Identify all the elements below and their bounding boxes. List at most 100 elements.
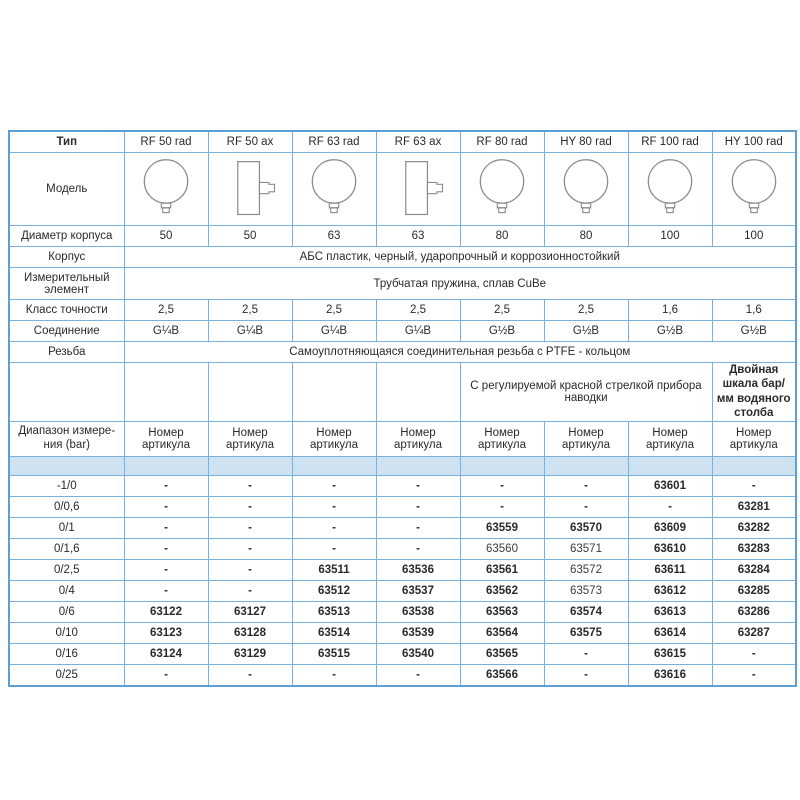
article-cell: - bbox=[123, 558, 209, 581]
article-cell: 63559 bbox=[459, 516, 545, 539]
article-cell: - bbox=[459, 495, 545, 518]
column-header: RF 80 rad bbox=[459, 130, 545, 153]
article-cell: 63574 bbox=[543, 600, 629, 623]
article-cell: - bbox=[627, 495, 713, 518]
table-row: 0/0,6 - - - - - - - 63281 bbox=[8, 495, 797, 518]
article-number-header: Номер артикула bbox=[207, 420, 293, 457]
article-cell: 63564 bbox=[459, 621, 545, 644]
article-cell: 63572 bbox=[543, 558, 629, 581]
table-row: -1/0 - - - - - - 63601 - bbox=[8, 474, 797, 497]
gauge-axial-icon bbox=[385, 156, 451, 222]
table-row: 0/16 63124 63129 63515 63540 63565 - 636… bbox=[8, 642, 797, 665]
article-cell: 63285 bbox=[711, 579, 797, 602]
column-header: RF 50 ax bbox=[207, 130, 293, 153]
table-row: 0/1 - - - - 63559 63570 63609 63282 bbox=[8, 516, 797, 539]
article-number-header: Номер артикула bbox=[627, 420, 713, 457]
article-cell: - bbox=[291, 474, 377, 497]
article-cell: 63561 bbox=[459, 558, 545, 581]
article-cell: 63540 bbox=[375, 642, 461, 665]
article-cell: 63123 bbox=[123, 621, 209, 644]
gauge-radial-icon bbox=[637, 156, 703, 222]
article-cell: 63128 bbox=[207, 621, 293, 644]
dual-scale-note: Двойная шкала бар/ мм водяного столба bbox=[711, 362, 797, 422]
range-header-label: Диапазон измере- ния (bar) bbox=[8, 420, 125, 457]
article-cell: 63573 bbox=[543, 579, 629, 602]
article-cell: 63538 bbox=[375, 600, 461, 623]
column-header: RF 100 rad bbox=[627, 130, 713, 153]
diameter-value: 80 bbox=[459, 225, 545, 247]
article-cell: - bbox=[123, 474, 209, 497]
table-row: 0/4 - - 63512 63537 63562 63573 63612 63… bbox=[8, 579, 797, 602]
connection-value: G¼B bbox=[123, 320, 209, 342]
article-cell: - bbox=[711, 663, 797, 686]
range-label: 0/2,5 bbox=[8, 558, 125, 581]
element-label: Измерительный элемент bbox=[8, 267, 125, 300]
accuracy-value: 2,5 bbox=[123, 299, 209, 321]
connection-value: G¼B bbox=[375, 320, 461, 342]
table-row: 0/2,5 - - 63511 63536 63561 63572 63611 … bbox=[8, 558, 797, 581]
diameter-value: 50 bbox=[123, 225, 209, 247]
article-cell: 63284 bbox=[711, 558, 797, 581]
article-cell: 63283 bbox=[711, 537, 797, 560]
article-cell: 63571 bbox=[543, 537, 629, 560]
article-cell: 63560 bbox=[459, 537, 545, 560]
article-number-header: Номер артикула bbox=[711, 420, 797, 457]
article-cell: - bbox=[375, 663, 461, 686]
note-row: С регулируемой красной стрелкой прибора … bbox=[8, 362, 797, 422]
article-number-header: Номер артикула bbox=[375, 420, 461, 457]
article-cell: 63615 bbox=[627, 642, 713, 665]
diameter-value: 63 bbox=[291, 225, 377, 247]
article-cell: 63511 bbox=[291, 558, 377, 581]
red-pointer-note: С регулируемой красной стрелкой прибора … bbox=[459, 362, 713, 422]
article-cell: - bbox=[207, 579, 293, 602]
article-cell: 63601 bbox=[627, 474, 713, 497]
article-cell: - bbox=[207, 474, 293, 497]
article-cell: 63127 bbox=[207, 600, 293, 623]
diameter-value: 63 bbox=[375, 225, 461, 247]
article-cell: 63286 bbox=[711, 600, 797, 623]
gauge-radial-icon bbox=[721, 156, 787, 222]
range-label: 0/10 bbox=[8, 621, 125, 644]
accuracy-label: Класс точности bbox=[8, 299, 125, 321]
connection-value: G¼B bbox=[207, 320, 293, 342]
article-cell: - bbox=[459, 474, 545, 497]
gauge-radial-icon bbox=[553, 156, 619, 222]
article-cell: 63613 bbox=[627, 600, 713, 623]
article-cell: 63513 bbox=[291, 600, 377, 623]
article-cell: - bbox=[375, 537, 461, 560]
thread-row: Резьба Самоуплотняющаяся соединительная … bbox=[8, 341, 797, 363]
article-cell: - bbox=[207, 495, 293, 518]
diameter-value: 80 bbox=[543, 225, 629, 247]
article-cell: 63514 bbox=[291, 621, 377, 644]
article-cell: - bbox=[123, 579, 209, 602]
accuracy-value: 2,5 bbox=[291, 299, 377, 321]
article-cell: - bbox=[711, 474, 797, 497]
article-cell: - bbox=[207, 516, 293, 539]
gauge-radial-icon bbox=[133, 156, 199, 222]
column-header: RF 63 rad bbox=[291, 130, 377, 153]
table-row: 0/25 - - - - 63566 - 63616 - bbox=[8, 663, 797, 686]
article-cell: - bbox=[207, 537, 293, 560]
article-cell: - bbox=[543, 495, 629, 518]
spec-table: Тип RF 50 rad RF 50 ax RF 63 rad RF 63 a… bbox=[8, 130, 797, 687]
article-number-header: Номер артикула bbox=[543, 420, 629, 457]
thread-label: Резьба bbox=[8, 341, 125, 363]
article-cell: 63515 bbox=[291, 642, 377, 665]
article-cell: 63281 bbox=[711, 495, 797, 518]
article-cell: 63282 bbox=[711, 516, 797, 539]
spacer-row bbox=[8, 455, 797, 476]
article-cell: - bbox=[543, 474, 629, 497]
connection-value: G½B bbox=[459, 320, 545, 342]
range-label: 0/4 bbox=[8, 579, 125, 602]
article-cell: - bbox=[123, 495, 209, 518]
article-cell: - bbox=[123, 516, 209, 539]
gauge-radial-icon bbox=[469, 156, 535, 222]
table-row: 0/10 63123 63128 63514 63539 63564 63575… bbox=[8, 621, 797, 644]
article-number-header: Номер артикула bbox=[123, 420, 209, 457]
gauge-axial-icon bbox=[217, 156, 283, 222]
accuracy-value: 2,5 bbox=[375, 299, 461, 321]
article-cell: 63565 bbox=[459, 642, 545, 665]
model-row: Модель bbox=[8, 152, 797, 226]
article-cell: - bbox=[291, 516, 377, 539]
article-cell: - bbox=[543, 663, 629, 686]
